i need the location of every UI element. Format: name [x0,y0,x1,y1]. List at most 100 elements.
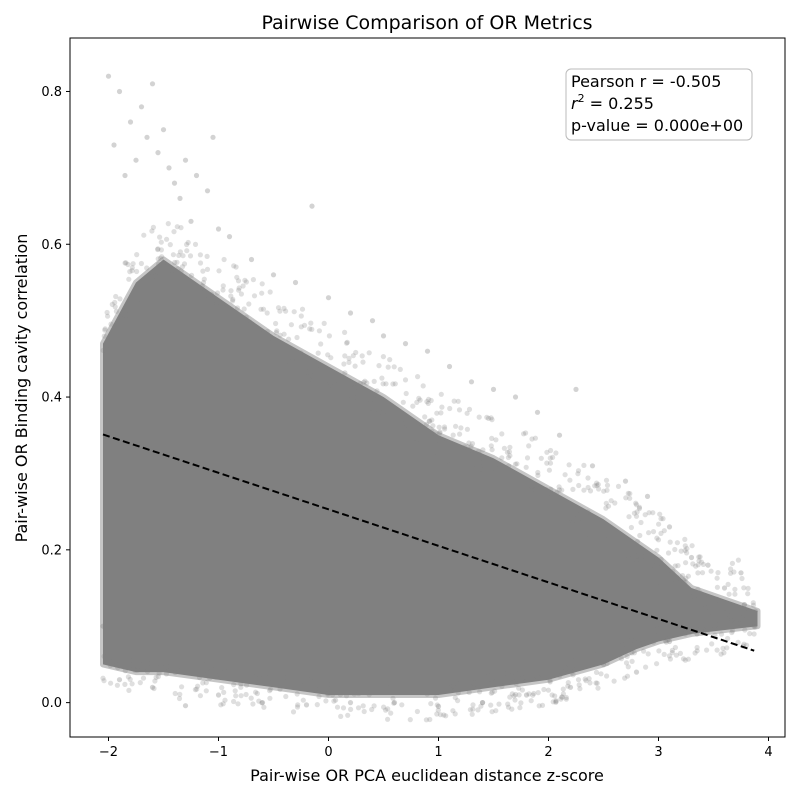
scatter-point [741,602,747,608]
scatter-point [692,592,698,598]
scatter-point [291,348,297,354]
scatter-point [122,668,128,674]
scatter-point [283,362,289,368]
scatter-point [658,530,664,537]
scatter-point [332,377,338,383]
x-tick-label: 0 [324,745,332,760]
scatter-point [429,428,435,434]
scatter-point [536,703,542,709]
scatter-point [241,306,247,312]
scatter-point [735,639,741,646]
scatter-point [159,254,165,260]
scatter-point [330,692,336,698]
scatter-point [470,684,476,691]
scatter-point [694,648,700,654]
scatter-point [218,702,224,708]
scatter-point [234,305,241,311]
scatter-point [547,460,554,466]
scatter-point [741,585,747,591]
scatter-point [435,703,442,710]
scatter-point [202,672,208,678]
scatter-point [108,321,114,327]
scatter-point [728,617,734,624]
scatter-point [137,680,143,686]
scatter-point [111,142,117,148]
scatter-point [100,347,106,353]
scatter-point [559,694,565,700]
scatter-point [220,287,226,293]
r-squared-value: = 0.255 [585,94,654,113]
scatter-point [573,386,579,392]
scatter-point [308,373,314,379]
scatter-point [557,673,563,679]
scatter-point [474,458,480,464]
scatter-point [232,320,238,326]
scatter-point [171,180,178,186]
scatter-point [682,657,688,663]
scatter-point [141,232,147,238]
scatter-point [428,397,434,404]
scatter-point [484,414,490,420]
scatter-point [228,288,234,294]
scatter-point [514,461,520,467]
scatter-points-layer [100,73,761,723]
scatter-point [244,682,250,688]
scatter-point [162,665,168,671]
scatter-point [674,540,681,546]
scatter-point [327,380,333,386]
scatter-point [582,654,589,660]
scatter-point [166,165,172,171]
scatter-point [469,711,475,717]
scatter-point [335,379,341,385]
scatter-point [539,702,546,709]
scatter-point [164,236,170,242]
scatter-point [458,679,465,685]
scatter-point [355,705,362,711]
scatter-point [250,701,256,707]
scatter-point [138,104,145,110]
scatter-point [100,623,106,629]
scatter-point [263,677,269,683]
scatter-point [347,310,354,316]
scatter-point [352,363,358,369]
scatter-point [115,665,121,671]
scatter-point [125,312,131,318]
scatter-point [545,494,551,500]
scatter-point [509,691,515,697]
scatter-point [571,515,577,522]
scatter-point [326,376,332,382]
scatter-point [586,531,593,538]
scatter-point [471,675,477,681]
scatter-point [631,650,638,656]
scatter-point [192,241,199,247]
scatter-point [131,655,137,661]
scatter-point [149,228,155,234]
scatter-point [682,579,688,586]
scatter-point [106,655,112,662]
scatter-point [643,664,649,670]
scatter-point [488,690,494,696]
scatter-point [250,277,256,283]
scatter-point [590,651,597,657]
scatter-point [177,691,183,697]
scatter-point [457,431,463,437]
scatter-point [546,467,553,473]
scatter-point [699,570,706,576]
scatter-point [585,509,591,515]
scatter-point [721,650,727,656]
scatter-point [697,554,703,560]
scatter-point [496,701,502,707]
scatter-point [347,700,354,706]
scatter-point [171,287,177,293]
scatter-point [175,667,181,673]
scatter-point [107,662,113,669]
scatter-point [547,678,553,684]
scatter-point [178,268,184,274]
scatter-point [316,328,322,334]
scatter-point [432,690,438,696]
scatter-point [127,663,133,669]
scatter-point [182,703,189,709]
scatter-point [433,441,439,447]
scatter-point [189,272,195,278]
scatter-point [184,241,190,248]
